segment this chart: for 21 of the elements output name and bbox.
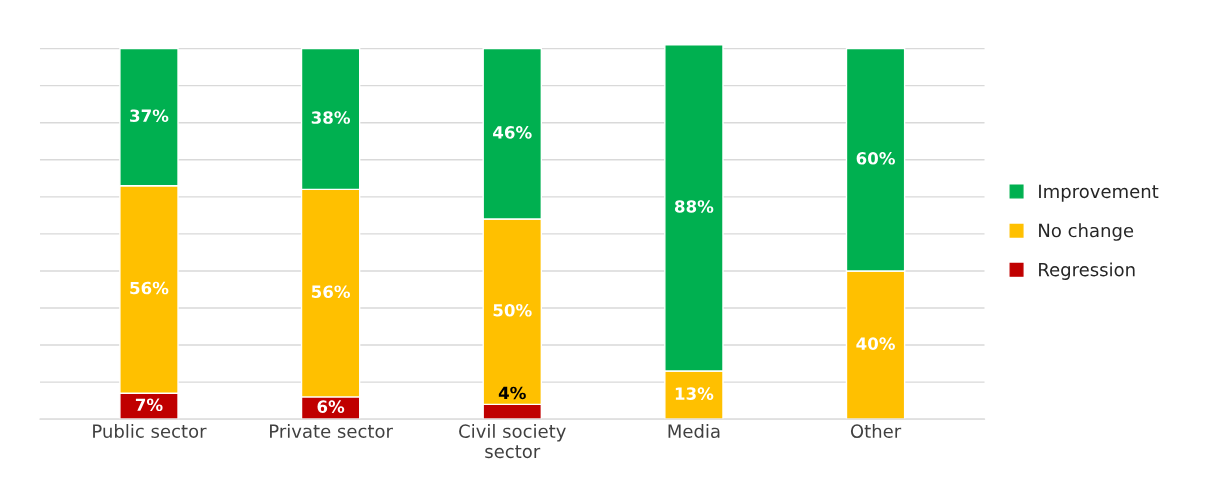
data-label: 40% bbox=[856, 337, 895, 350]
x-tick-label: Civil society sector bbox=[459, 424, 566, 459]
x-tick-label: Public sector bbox=[93, 424, 207, 438]
legend-label: No change bbox=[1039, 223, 1134, 241]
data-label: 56% bbox=[311, 285, 351, 299]
data-label: 4% bbox=[498, 386, 526, 400]
data-label: 7% bbox=[135, 398, 163, 412]
data-label: 50% bbox=[493, 303, 532, 317]
data-label: 88% bbox=[674, 200, 714, 213]
data-label: 56% bbox=[130, 281, 169, 295]
x-tick-label: Other bbox=[850, 424, 902, 438]
data-label: 46% bbox=[493, 126, 532, 139]
legend-label: Regression bbox=[1039, 262, 1135, 280]
data-label: 13% bbox=[675, 387, 714, 400]
data-label: 6% bbox=[317, 400, 345, 413]
x-tick-label: Media bbox=[668, 424, 720, 438]
legend-label: Improvement bbox=[1039, 184, 1159, 202]
data-label: 38% bbox=[311, 111, 351, 124]
x-tick-label: Private sector bbox=[270, 424, 393, 438]
data-label: 37% bbox=[130, 109, 169, 122]
data-label: 60% bbox=[856, 152, 895, 165]
